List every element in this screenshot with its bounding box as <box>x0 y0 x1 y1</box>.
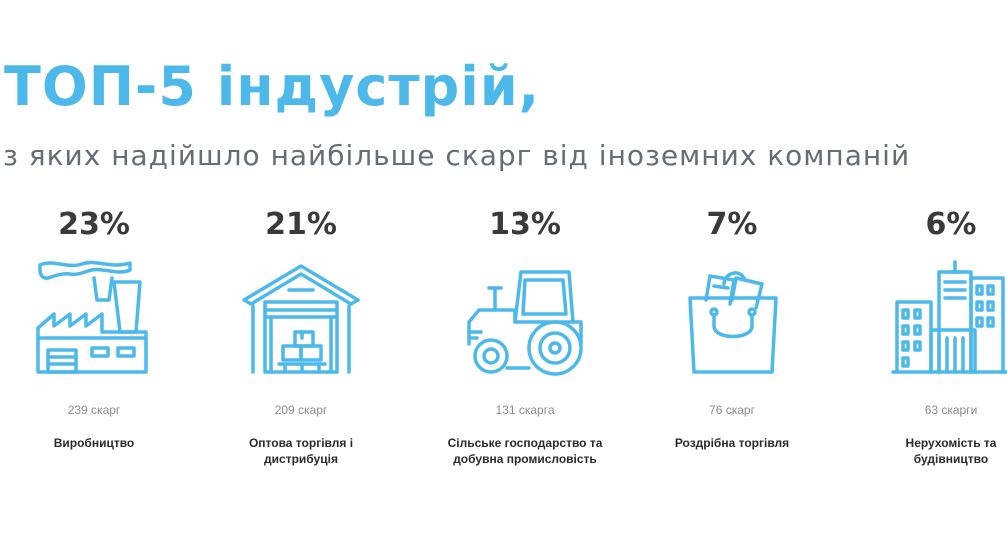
industry-label: Сільське господарство та добувна промисл… <box>447 436 603 466</box>
industry-count: 63 скарги <box>924 403 978 417</box>
industry-label: Нерухомість та будівництво <box>905 436 997 466</box>
factory-icon <box>0 260 194 385</box>
industry-real-estate: 6% <box>851 205 1007 467</box>
industry-agriculture: 13% 131 ск <box>425 205 625 467</box>
warehouse-icon <box>201 260 401 385</box>
buildings-icon <box>851 260 1007 385</box>
industry-percent: 13% <box>489 207 561 242</box>
industry-label: Роздрібна торгівля <box>674 436 790 450</box>
industry-label: Виробництво <box>53 436 135 450</box>
page-subtitle: з яких надійшло найбільше скарг від іноз… <box>3 139 911 172</box>
industry-percent: 23% <box>58 207 130 242</box>
industry-count: 76 скарг <box>709 403 755 417</box>
tractor-icon <box>425 260 625 385</box>
industry-manufacturing: 23% 239 скарг Виробництво <box>0 205 194 451</box>
industry-count: 209 скарг <box>274 403 328 417</box>
page-title: ТОП-5 індустрій, <box>4 55 541 118</box>
shopping-bag-icon <box>632 260 832 385</box>
industry-percent: 7% <box>706 207 758 242</box>
industry-label: Оптова торгівля і дистрибуція <box>248 436 354 466</box>
industry-percent: 6% <box>925 207 977 242</box>
industry-percent: 21% <box>265 207 337 242</box>
industry-count: 131 скарга <box>495 403 555 417</box>
industry-retail: 7% 76 скарг Роздрібна торгівля <box>632 205 832 451</box>
industry-count: 239 скарг <box>67 403 121 417</box>
industry-wholesale: 21% <box>201 205 401 467</box>
